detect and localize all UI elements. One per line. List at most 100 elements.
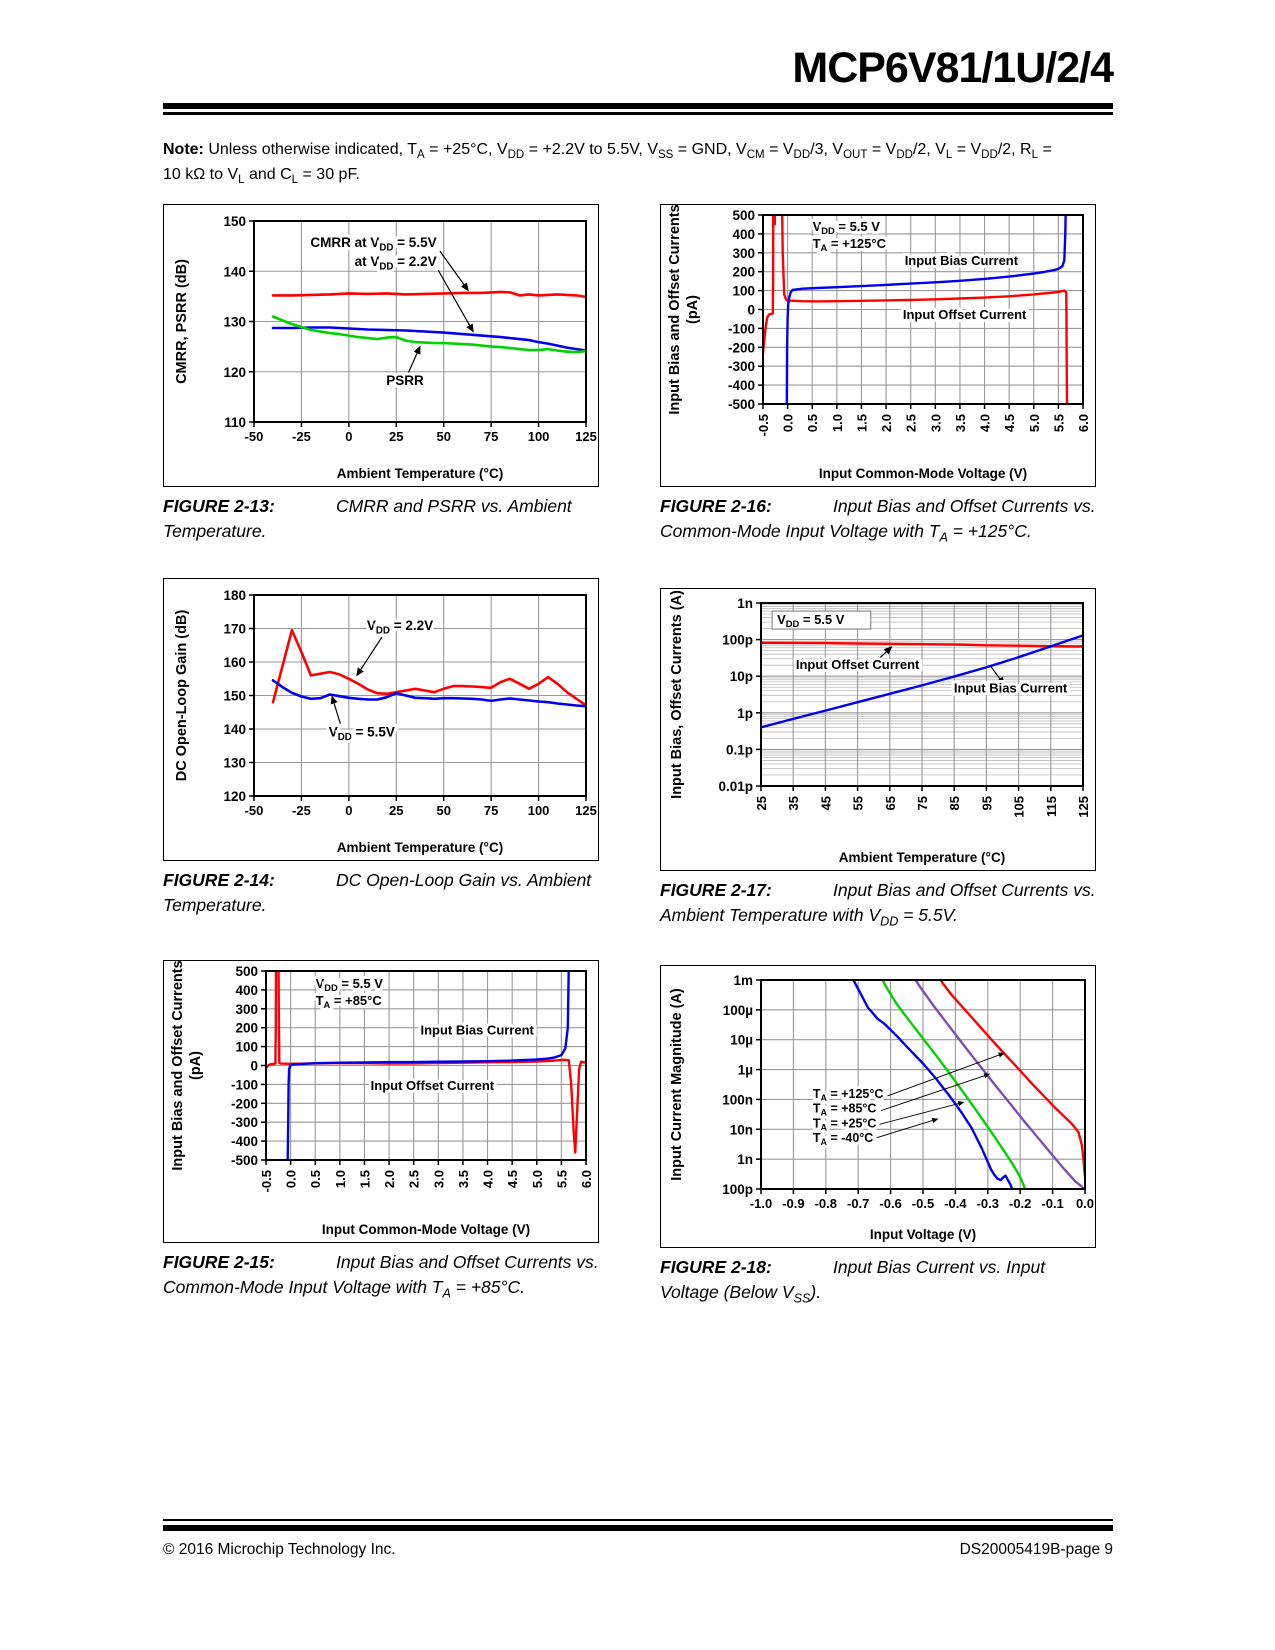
- svg-text:(pA): (pA): [188, 1051, 204, 1080]
- svg-text:3.0: 3.0: [928, 414, 943, 432]
- svg-text:105: 105: [1012, 796, 1027, 818]
- svg-text:5.5: 5.5: [1051, 414, 1066, 432]
- svg-text:160: 160: [223, 655, 246, 670]
- svg-text:125: 125: [1076, 796, 1091, 818]
- svg-text:50: 50: [436, 429, 450, 444]
- svg-text:150: 150: [223, 214, 246, 229]
- svg-text:120: 120: [223, 789, 246, 804]
- svg-text:-400: -400: [728, 378, 755, 393]
- figure-2-16-caption: FIGURE 2-16: Input Bias and Offset Curren…: [660, 494, 1096, 544]
- svg-text:1n: 1n: [737, 1152, 753, 1167]
- figure-number: FIGURE 2-13:: [163, 496, 275, 516]
- svg-text:0: 0: [345, 429, 352, 444]
- figure-number: FIGURE 2-18:: [660, 1257, 772, 1277]
- figure-2-17: 25 35 45 55 65 75 85 95 105 115 125 1n 100p 10p 1p 0.1p…: [660, 588, 1096, 928]
- svg-text:6.0: 6.0: [1076, 414, 1091, 432]
- figure-number: FIGURE 2-14:: [163, 870, 275, 890]
- svg-text:150: 150: [223, 689, 246, 704]
- svg-text:Input Bias Current: Input Bias Current: [954, 681, 1068, 696]
- figure-2-14-caption: FIGURE 2-14: DC Open-Loop Gain vs. Ambien…: [163, 868, 613, 918]
- svg-text:0.0: 0.0: [284, 1170, 299, 1188]
- svg-text:140: 140: [223, 264, 246, 279]
- svg-text:-0.3: -0.3: [977, 1196, 999, 1211]
- svg-text:-100: -100: [728, 321, 755, 336]
- svg-text:75: 75: [915, 796, 930, 810]
- svg-text:3.5: 3.5: [953, 414, 968, 432]
- svg-text:5.5: 5.5: [554, 1170, 569, 1188]
- figure-caption-text: Input Bias and Offset Currents vs. Ambie…: [660, 880, 1096, 929]
- header-rule: [163, 103, 1113, 115]
- svg-text:140: 140: [223, 722, 246, 737]
- svg-text:1n: 1n: [737, 596, 753, 611]
- svg-text:-200: -200: [231, 1096, 258, 1111]
- figure-number: FIGURE 2-15:: [163, 1252, 275, 1272]
- svg-text:25: 25: [389, 429, 403, 444]
- svg-text:0.5: 0.5: [308, 1170, 323, 1188]
- svg-text:-1.0: -1.0: [750, 1196, 772, 1211]
- svg-text:CMRR, PSRR (dB): CMRR, PSRR (dB): [174, 259, 190, 384]
- svg-text:100: 100: [528, 429, 550, 444]
- doc-page-number: DS20005419B-page 9: [959, 1541, 1113, 1558]
- svg-text:TA = -40°C: TA = -40°C: [813, 1131, 873, 1147]
- svg-text:-0.1: -0.1: [1041, 1196, 1063, 1211]
- chart-cmrr-psrr-vs-temperature: -50 -25 0 25 50 75 100 125 110 120 130 140 150 Ambien…: [163, 204, 599, 487]
- conditions-note: Note: Unless otherwise indicated, TA = +…: [163, 137, 1068, 187]
- chart-open-loop-gain-vs-temperature: -50 -25 0 25 50 75 100 125 120 130 140 150 160 170 180…: [163, 578, 599, 861]
- svg-text:0.1p: 0.1p: [726, 742, 753, 757]
- page-title: MCP6V81/1U/2/4: [792, 44, 1114, 92]
- figure-number: FIGURE 2-16:: [660, 496, 772, 516]
- svg-text:0.0: 0.0: [781, 414, 796, 432]
- svg-text:95: 95: [979, 796, 994, 810]
- note-text: Unless otherwise indicated, TA = +25°C, …: [163, 141, 1052, 187]
- svg-text:130: 130: [223, 756, 246, 771]
- svg-text:TA = +125°C: TA = +125°C: [813, 1087, 884, 1103]
- svg-text:-300: -300: [728, 359, 755, 374]
- svg-text:VDD = 5.5 V: VDD = 5.5 V: [813, 219, 881, 236]
- footer-rule: [163, 1519, 1113, 1531]
- svg-text:1.0: 1.0: [333, 1170, 348, 1188]
- figure-caption-text: Input Bias and Offset Currents vs. Commo…: [163, 1252, 599, 1301]
- svg-text:-0.6: -0.6: [879, 1196, 901, 1211]
- svg-text:VDD = 5.5V: VDD = 5.5V: [329, 725, 395, 743]
- svg-text:4.5: 4.5: [1002, 414, 1017, 432]
- svg-text:Input Common-Mode Voltage (V): Input Common-Mode Voltage (V): [322, 1222, 530, 1237]
- svg-text:2.5: 2.5: [407, 1170, 422, 1188]
- svg-text:Input Bias Current: Input Bias Current: [420, 1022, 534, 1037]
- figure-2-15: -0.5 0.0 0.5 1.0 1.5 2.0 2.5 3.0 3.5 4.0 4.5 5.0 5.5…: [163, 960, 613, 1300]
- svg-text:Input Bias and Offset Currents: Input Bias and Offset Currents: [667, 205, 683, 415]
- svg-text:10p: 10p: [730, 669, 753, 684]
- figure-2-13: -50 -25 0 25 50 75 100 125 110 120 130 140 150 Ambien…: [163, 204, 613, 544]
- svg-text:Input Offset Current: Input Offset Current: [903, 307, 1027, 322]
- svg-text:Ambient Temperature (°C): Ambient Temperature (°C): [337, 840, 503, 855]
- chart-bias-offset-vs-temperature: 25 35 45 55 65 75 85 95 105 115 125 1n 100p 10p 1p 0.1p…: [660, 588, 1096, 871]
- svg-text:CMRR at VDD = 5.5V: CMRR at VDD = 5.5V: [310, 235, 436, 253]
- svg-text:10n: 10n: [730, 1122, 753, 1137]
- svg-text:130: 130: [223, 315, 246, 330]
- svg-text:-400: -400: [231, 1134, 258, 1149]
- svg-text:500: 500: [235, 964, 258, 979]
- svg-text:4.0: 4.0: [978, 414, 993, 432]
- svg-text:Input Offset Current: Input Offset Current: [371, 1078, 495, 1093]
- svg-text:-50: -50: [245, 429, 264, 444]
- svg-text:-50: -50: [245, 803, 264, 818]
- svg-text:VDD = 5.5 V: VDD = 5.5 V: [777, 612, 845, 629]
- svg-text:2.5: 2.5: [904, 414, 919, 432]
- svg-text:-25: -25: [292, 803, 311, 818]
- svg-text:65: 65: [883, 796, 898, 810]
- svg-text:-0.7: -0.7: [847, 1196, 869, 1211]
- svg-text:115: 115: [1044, 796, 1059, 817]
- svg-text:1m: 1m: [733, 973, 753, 988]
- svg-text:2.0: 2.0: [382, 1170, 397, 1188]
- figure-caption-text: CMRR and PSRR vs. Ambient Temperature.: [163, 496, 572, 541]
- svg-text:0.01p: 0.01p: [718, 779, 753, 794]
- svg-text:100µ: 100µ: [723, 1003, 753, 1018]
- svg-text:125: 125: [575, 803, 597, 818]
- svg-text:1.0: 1.0: [830, 414, 845, 432]
- chart-input-bias-current-vs-input-voltage: -1.0 -0.9 -0.8 -0.7 -0.6 -0.5 -0.4 -0.3 -0.2 -0.1…: [660, 965, 1096, 1248]
- svg-text:Input Voltage (V): Input Voltage (V): [870, 1227, 976, 1242]
- svg-text:55: 55: [851, 796, 866, 810]
- svg-text:Ambient Temperature (°C): Ambient Temperature (°C): [337, 466, 503, 481]
- note-label: Note:: [163, 141, 204, 158]
- svg-text:-0.5: -0.5: [259, 1170, 274, 1192]
